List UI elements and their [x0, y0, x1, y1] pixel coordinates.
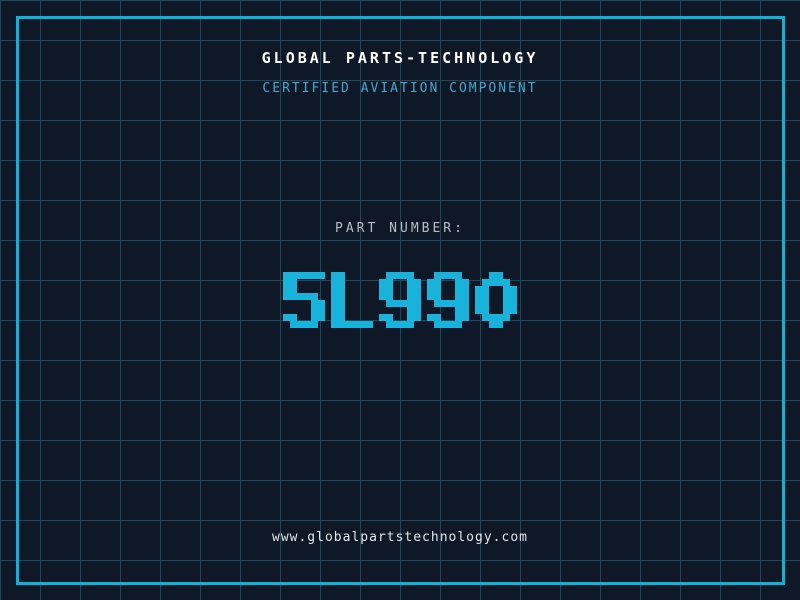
certificate-subtitle: CERTIFIED AVIATION COMPONENT — [262, 81, 538, 96]
part-number-glyph — [475, 272, 517, 328]
part-number-glyph — [427, 272, 469, 328]
company-title: GLOBAL PARTS-TECHNOLOGY — [261, 49, 539, 67]
part-number-glyph — [331, 272, 373, 328]
part-number-label: PART NUMBER: — [335, 221, 465, 236]
part-number-value — [0, 272, 800, 328]
part-number-glyph — [283, 272, 325, 328]
part-number-glyph — [379, 272, 421, 328]
website-url: www.globalpartstechnology.com — [272, 530, 528, 545]
